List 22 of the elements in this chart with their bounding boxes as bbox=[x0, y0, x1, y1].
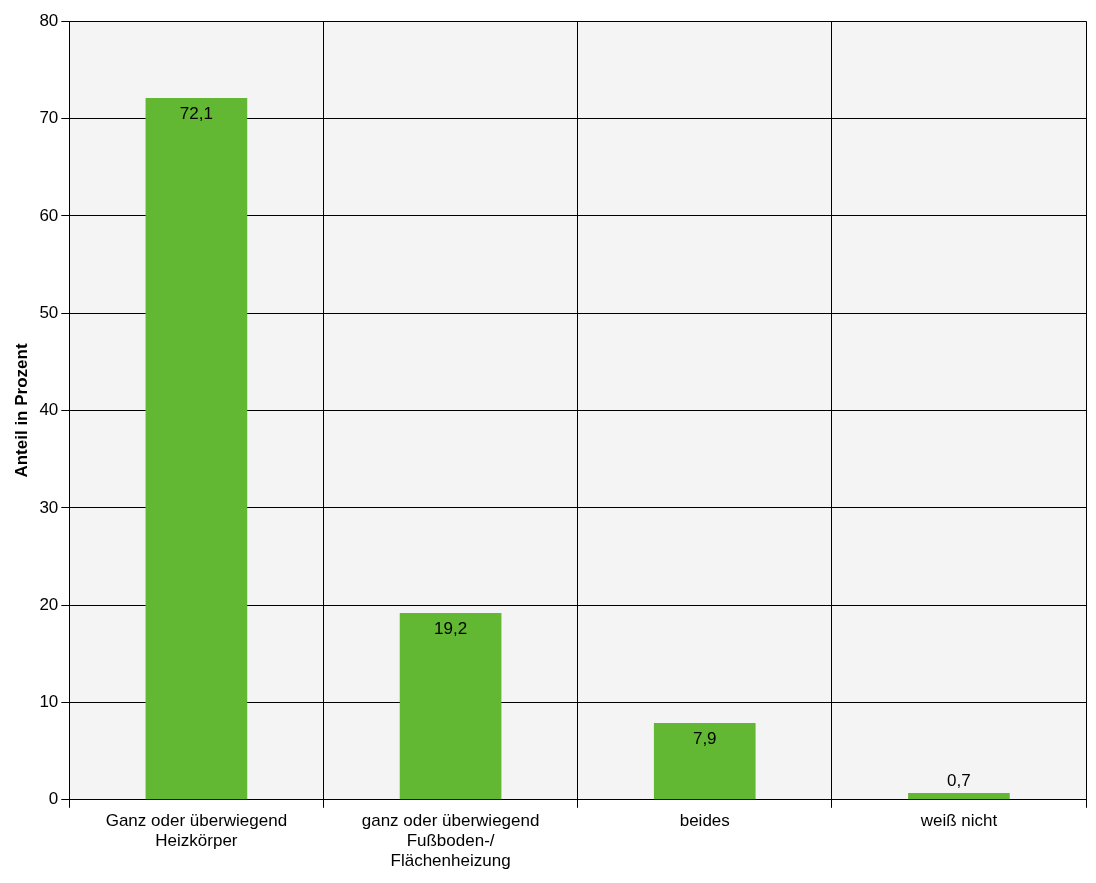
x-tick-label: weiß nicht bbox=[919, 810, 998, 830]
y-tick-label: 10 bbox=[39, 692, 59, 712]
y-tick-label: 70 bbox=[39, 108, 59, 128]
y-axis-title: Anteil in Prozent bbox=[11, 343, 31, 478]
y-tick-label: 30 bbox=[39, 497, 59, 517]
y-tick-label: 40 bbox=[39, 400, 59, 420]
bar bbox=[399, 612, 502, 800]
x-tick-label: Ganz oder überwiegend Heizkörper bbox=[105, 810, 288, 851]
y-tick-label: 50 bbox=[39, 302, 59, 322]
y-tick-label: 0 bbox=[48, 789, 59, 809]
y-tick-label: 20 bbox=[39, 594, 59, 614]
data-label: 72,1 bbox=[179, 104, 213, 124]
bar bbox=[145, 98, 248, 800]
x-tick-label: beides bbox=[679, 810, 730, 830]
data-label: 19,2 bbox=[434, 619, 468, 639]
data-label: 0,7 bbox=[947, 771, 971, 791]
bar bbox=[908, 792, 1010, 800]
y-tick-label: 80 bbox=[39, 10, 59, 30]
y-tick-label: 60 bbox=[39, 205, 59, 225]
bar bbox=[653, 722, 756, 800]
data-label: 7,9 bbox=[692, 729, 717, 749]
x-tick-label: ganz oder überwiegend Fußboden-/ Flächenheizung bbox=[361, 810, 540, 871]
